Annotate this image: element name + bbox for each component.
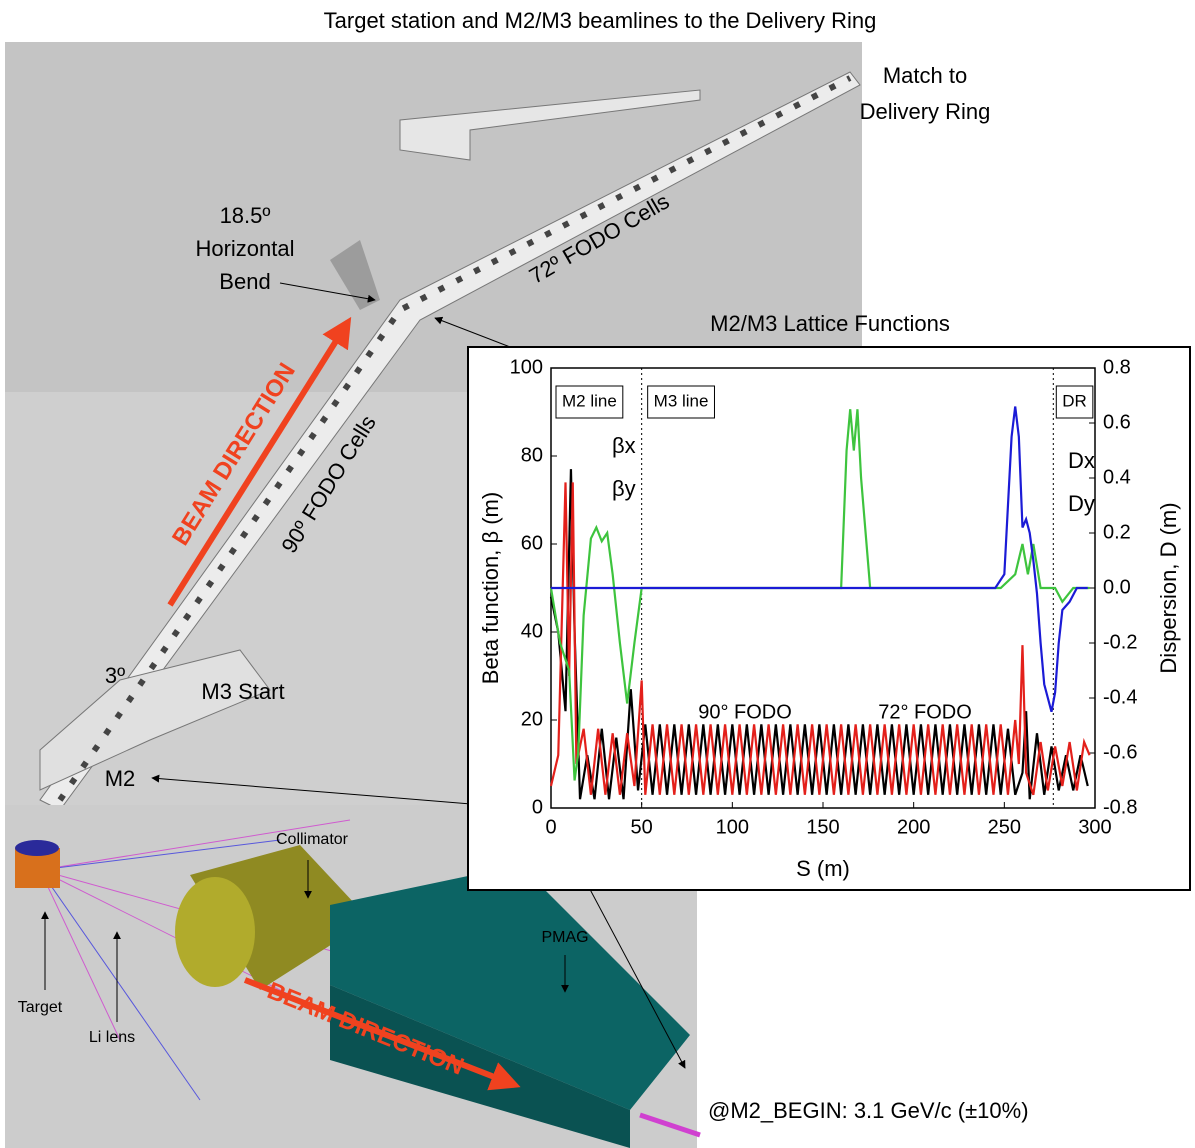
x-tick-label: 0 <box>545 816 556 838</box>
y2-tick-label: -0.4 <box>1103 686 1137 708</box>
y-tick-label: 20 <box>521 708 543 730</box>
x-tick-label: 300 <box>1078 816 1111 838</box>
chart-title: M2/M3 Lattice Functions <box>710 311 950 336</box>
y2-axis-title: Dispersion, D (m) <box>1156 502 1181 673</box>
x-tick-label: 150 <box>806 816 839 838</box>
label: Horizontal <box>195 236 294 261</box>
y-tick-label: 0 <box>532 796 543 818</box>
annotation: 90° FODO <box>698 701 792 723</box>
legend-label: Dx <box>1068 448 1095 473</box>
y2-tick-label: 0.0 <box>1103 576 1131 598</box>
label: Target <box>18 999 63 1016</box>
label: Bend <box>219 269 270 294</box>
legend-label: βx <box>612 433 636 458</box>
legend-label: βy <box>612 476 636 501</box>
label: Li lens <box>89 1029 135 1046</box>
y2-tick-label: 0.2 <box>1103 521 1131 543</box>
y2-tick-label: 0.8 <box>1103 356 1131 378</box>
annotation: 72° FODO <box>878 701 972 723</box>
label: @M2_BEGIN: 3.1 GeV/c (±10%) <box>708 1098 1029 1123</box>
x-tick-label: 50 <box>631 816 653 838</box>
collimator-face <box>175 877 255 987</box>
x-tick-label: 100 <box>716 816 749 838</box>
x-axis-title: S (m) <box>796 856 850 881</box>
y-tick-label: 40 <box>521 620 543 642</box>
label: Collimator <box>276 831 349 848</box>
region-label: M2 line <box>562 391 617 410</box>
y2-tick-label: 0.6 <box>1103 411 1131 433</box>
label: M3 Start <box>201 679 284 704</box>
label: Delivery Ring <box>860 99 991 124</box>
label: Match to <box>883 63 967 88</box>
y2-tick-label: -0.6 <box>1103 741 1137 763</box>
y-axis-title: Beta function, β (m) <box>478 492 503 684</box>
label: M2 <box>105 766 136 791</box>
y-tick-label: 100 <box>510 356 543 378</box>
y-tick-label: 60 <box>521 532 543 554</box>
y2-tick-label: 0.4 <box>1103 466 1131 488</box>
region-label: M3 line <box>654 391 709 410</box>
y2-tick-label: -0.8 <box>1103 796 1137 818</box>
y-tick-label: 80 <box>521 444 543 466</box>
x-tick-label: 250 <box>988 816 1021 838</box>
label: PMAG <box>541 929 588 946</box>
render-shade <box>5 42 862 392</box>
label: 18.5º <box>220 203 271 228</box>
page-title: Target station and M2/M3 beamlines to th… <box>324 8 877 33</box>
target-top <box>15 840 59 856</box>
page: Target station and M2/M3 beamlines to th… <box>0 0 1195 1148</box>
label: 3º <box>105 663 125 688</box>
legend-label: Dy <box>1068 491 1095 516</box>
x-tick-label: 200 <box>897 816 930 838</box>
region-label: DR <box>1062 391 1087 410</box>
y2-tick-label: -0.2 <box>1103 631 1137 653</box>
